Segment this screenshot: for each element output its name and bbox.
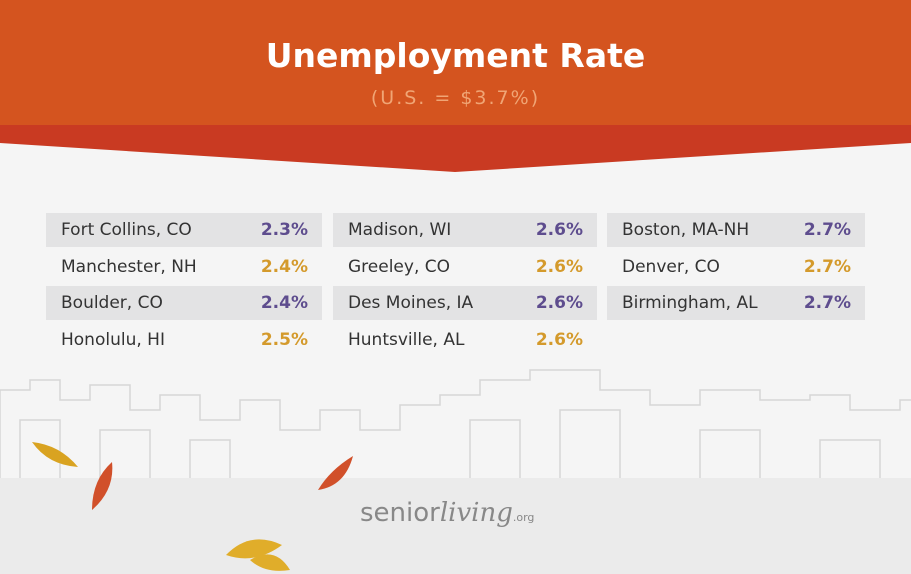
table-column: Fort Collins, CO 2.3% Manchester, NH 2.4% Bo… xyxy=(46,213,322,359)
table-row: Denver, CO 2.7% xyxy=(607,250,865,284)
table-row: Manchester, NH 2.4% xyxy=(46,250,322,284)
rate: 2.7% xyxy=(803,293,851,313)
city: Boston, MA-NH xyxy=(622,220,750,240)
table-row: Fort Collins, CO 2.3% xyxy=(46,213,322,247)
city: Denver, CO xyxy=(622,256,720,277)
subtitle: (U.S. = $3.7%) xyxy=(370,87,541,109)
rate: 2.4% xyxy=(260,256,308,277)
rate: 2.6% xyxy=(535,293,583,313)
table-column: Madison, WI 2.6% Greeley, CO 2.6% Des Moines… xyxy=(333,213,597,359)
rate: 2.7% xyxy=(803,256,851,277)
logo-text: living xyxy=(439,498,513,528)
city: Honolulu, HI xyxy=(61,329,165,350)
table-row: Boulder, CO 2.4% xyxy=(46,286,322,320)
city: Manchester, NH xyxy=(61,256,197,277)
city: Boulder, CO xyxy=(61,293,163,313)
table-row: Birmingham, AL 2.7% xyxy=(607,286,865,320)
table-row: Madison, WI 2.6% xyxy=(333,213,597,247)
table-row: Honolulu, HI 2.5% xyxy=(46,323,322,357)
logo-text: senior xyxy=(360,498,440,528)
table-row: Boston, MA-NH 2.7% xyxy=(607,213,865,247)
logo: seniorliving.org xyxy=(360,498,534,528)
table-row: Huntsville, AL 2.6% xyxy=(333,323,597,357)
table-column: Boston, MA-NH 2.7% Denver, CO 2.7% Birmingha… xyxy=(607,213,865,323)
city: Birmingham, AL xyxy=(622,293,758,313)
title: Unemployment Rate xyxy=(265,36,646,75)
rate: 2.7% xyxy=(803,220,851,240)
logo-text: .org xyxy=(512,511,535,524)
city: Madison, WI xyxy=(348,220,452,240)
city: Fort Collins, CO xyxy=(61,220,192,240)
rate: 2.6% xyxy=(535,329,583,350)
city: Des Moines, IA xyxy=(348,293,474,313)
rate: 2.5% xyxy=(260,329,308,350)
rate: 2.4% xyxy=(260,293,308,313)
table-row: Des Moines, IA 2.6% xyxy=(333,286,597,320)
rate: 2.6% xyxy=(535,256,583,277)
city: Greeley, CO xyxy=(348,256,451,277)
city: Huntsville, AL xyxy=(348,329,465,350)
rate: 2.3% xyxy=(260,220,308,240)
table-row: Greeley, CO 2.6% xyxy=(333,250,597,284)
rate: 2.6% xyxy=(535,220,583,240)
